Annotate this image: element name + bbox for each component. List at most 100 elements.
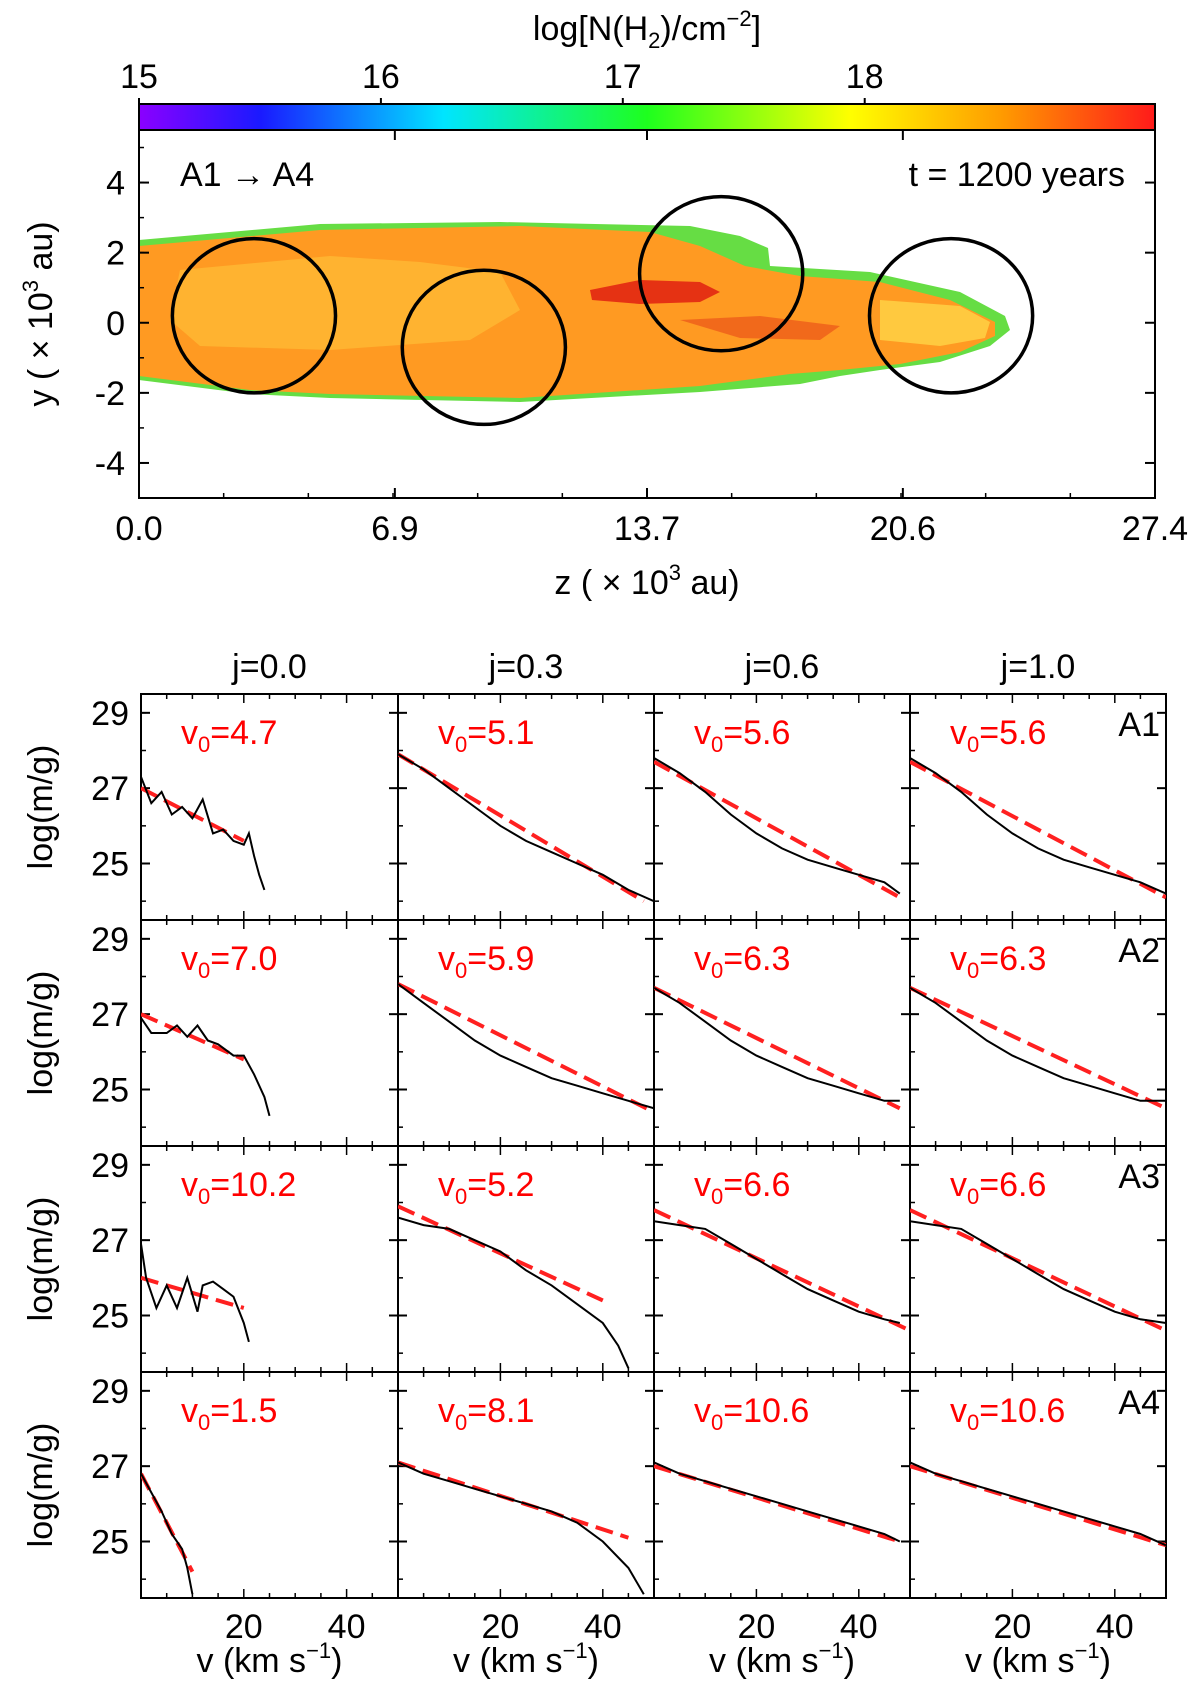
panel-x-tick-label: 40 <box>584 1608 622 1646</box>
v0-label: v0=5.9 <box>438 940 534 983</box>
panel-y-tick-label: 27 <box>91 770 129 808</box>
panel-y-tick-label: 27 <box>91 1222 129 1260</box>
v0-label: v0=10.2 <box>181 1166 296 1209</box>
v0-label: v0=6.6 <box>694 1166 790 1209</box>
panel-y-tick-label: 25 <box>91 1524 129 1562</box>
v0-label: v0=5.6 <box>694 714 790 757</box>
column-title: j=0.3 <box>488 648 564 686</box>
row-label: A1 <box>1118 706 1160 744</box>
panel-y-tick-label: 29 <box>91 1373 129 1411</box>
colorbar-tick-label: 17 <box>604 58 642 96</box>
panel-x-label: v (km s−1) <box>709 1638 855 1680</box>
column-title: j=0.6 <box>744 648 820 686</box>
panel-a1-col3: v0=5.6 A1 <box>909 693 1167 921</box>
v0-label: v0=5.6 <box>950 714 1046 757</box>
v0-label: v0=6.3 <box>694 940 790 983</box>
panel-x-tick-label: 40 <box>840 1608 878 1646</box>
v0-label: v0=1.5 <box>181 1392 277 1435</box>
panel-y-label: log(m/g) <box>22 1423 60 1548</box>
mass-spectrum-line <box>398 753 654 903</box>
panel-y-tick-label: 25 <box>91 1072 129 1110</box>
fit-line <box>910 985 1166 1111</box>
panel-a2-col0: 29 27 25 v0=7.0 <box>91 919 399 1147</box>
panel-grid: j=0.0 j=0.3 j=0.6 j=1.0 log(m/g) 29 27 25 v0=4.7… <box>22 648 1167 1680</box>
panel-a3-col1: v0=5.2 <box>397 1145 655 1373</box>
colorbar-tick-label: 16 <box>362 58 400 96</box>
map-y-tick-label: 2 <box>106 235 125 273</box>
mass-spectrum-line <box>654 986 900 1102</box>
fit-line <box>654 760 901 900</box>
panel-x-tick-label: 20 <box>737 1608 775 1646</box>
mass-spectrum-line <box>398 1461 645 1595</box>
map-ticks: 0.0 6.9 13.7 20.6 27.4 4 2 0 -2 -4 <box>95 130 1188 548</box>
region-circle-a1 <box>170 236 338 395</box>
panel-y-tick-label: 29 <box>91 1147 129 1185</box>
region-circle-a2 <box>400 268 568 427</box>
mass-spectrum-line <box>910 1461 1166 1547</box>
map-x-tick-label: 0.0 <box>115 510 162 548</box>
map-annotation-left: A1 → A4 <box>180 156 314 194</box>
panel-x-label: v (km s−1) <box>453 1638 599 1680</box>
fit-line <box>398 1204 604 1303</box>
panel-a2-col2: v0=6.3 <box>653 919 911 1147</box>
v0-label: v0=4.7 <box>181 714 277 757</box>
v0-label: v0=6.6 <box>950 1166 1046 1209</box>
fit-line <box>654 1208 910 1333</box>
panel-a1-col0: 29 27 25 v0=4.7 <box>91 693 399 921</box>
panel-y-tick-label: 27 <box>91 996 129 1034</box>
map-dense-knot <box>590 280 720 304</box>
panel-a2-col1: v0=5.9 <box>397 919 655 1147</box>
mass-spectrum-line <box>654 757 901 895</box>
map-y-tick-label: -4 <box>95 445 125 483</box>
map-core-region <box>170 256 520 350</box>
mass-spectrum-line <box>910 1220 1166 1324</box>
fit-line <box>910 1464 1166 1548</box>
fit-line <box>141 786 245 843</box>
colorbar-label: log[N(H2)/cm−2] <box>533 6 761 53</box>
map-yellow-region <box>880 300 990 346</box>
v0-label: v0=10.6 <box>950 1392 1065 1435</box>
panel-y-tick-label: 25 <box>91 1298 129 1336</box>
row-label: A2 <box>1118 932 1160 970</box>
fit-line <box>141 1012 245 1062</box>
map-x-tick-label: 6.9 <box>371 510 418 548</box>
v0-label: v0=7.0 <box>181 940 277 983</box>
map-x-tick-label: 20.6 <box>870 510 936 548</box>
column-title: j=0.0 <box>231 648 307 686</box>
v0-label: v0=5.1 <box>438 714 534 757</box>
map-y-tick-label: 0 <box>106 305 125 343</box>
column-title: j=1.0 <box>1000 648 1076 686</box>
panel-x-tick-label: 20 <box>225 1608 263 1646</box>
mass-spectrum-line <box>141 1017 271 1117</box>
panel-a3-col0: 29 27 25 v0=10.2 <box>91 1145 399 1373</box>
map-annotation-right: t = 1200 years <box>909 156 1125 194</box>
map-y-tick-label: -2 <box>95 375 125 413</box>
map-x-tick-label: 27.4 <box>1122 510 1188 548</box>
panel-y-label: log(m/g) <box>22 1197 60 1322</box>
panel-a4-col0: 29 27 25 20 40v (km s−1) v0=1.5 <box>91 1371 399 1680</box>
region-circle-a4 <box>867 236 1035 395</box>
panel-a3-col3: v0=6.6 A3 <box>909 1145 1167 1373</box>
mass-spectrum-line <box>654 1220 901 1324</box>
region-circle-a3 <box>637 194 805 353</box>
panel-y-label: log(m/g) <box>22 971 60 1096</box>
fit-line <box>910 1208 1166 1333</box>
panel-y-tick-label: 29 <box>91 695 129 733</box>
colorbar <box>138 103 1156 131</box>
panel-a2-col3: v0=6.3 A2 <box>909 919 1167 1147</box>
mass-spectrum-line <box>141 1473 194 1595</box>
panel-y-tick-label: 27 <box>91 1448 129 1486</box>
v0-label: v0=8.1 <box>438 1392 534 1435</box>
map-y-label: y ( × 103 au) <box>18 221 60 406</box>
map-dense-stripe <box>680 316 840 340</box>
mass-spectrum-line <box>398 1216 630 1369</box>
panel-x-label: v (km s−1) <box>197 1638 343 1680</box>
row-label: A3 <box>1118 1158 1160 1196</box>
panel-y-tick-label: 25 <box>91 846 129 884</box>
map-x-label: z ( × 103 au) <box>554 560 739 602</box>
fit-line <box>398 752 645 903</box>
row-label: A4 <box>1118 1384 1160 1422</box>
panel-y-label: log(m/g) <box>22 745 60 870</box>
mass-spectrum-line <box>141 776 266 891</box>
